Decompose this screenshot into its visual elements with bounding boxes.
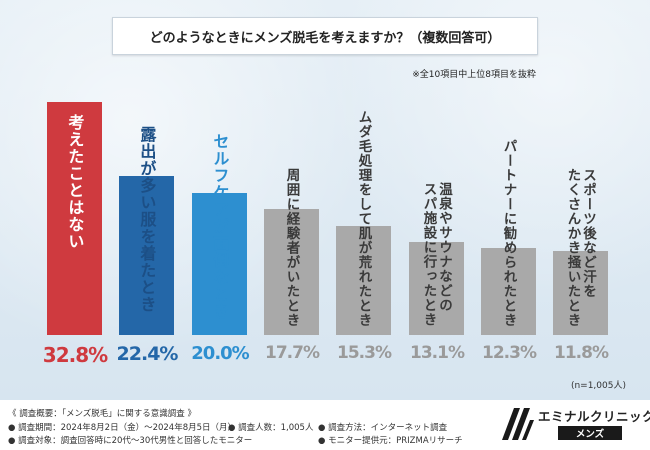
bar bbox=[409, 242, 464, 335]
chart-note: ※全10項目中上位8項目を抜粋 bbox=[412, 70, 536, 80]
survey-period: ● 調査期間：2024年8月2日（金）～2024年8月5日（月） bbox=[8, 423, 237, 433]
value-label: 12.3% bbox=[482, 343, 537, 363]
bar bbox=[553, 251, 608, 335]
bar-label: ムダ毛処理をして肌が荒れたとき bbox=[355, 110, 372, 328]
value-label: 22.4% bbox=[116, 343, 179, 365]
clinic-logo-mark bbox=[502, 408, 534, 440]
bar-label: パートナーに勧められたとき bbox=[500, 139, 517, 328]
bar-label: 温泉やサウナなどの スパ施設に行ったとき bbox=[420, 182, 453, 327]
bar bbox=[47, 102, 102, 335]
clinic-logo: エミナルクリニック メンズ bbox=[500, 404, 650, 446]
value-label: 11.8% bbox=[554, 343, 609, 363]
value-label: 20.0% bbox=[191, 343, 249, 364]
survey-overview: 《 調査概要：「メンズ脱毛」に関する意識調査 》 bbox=[8, 409, 196, 419]
value-label: 15.3% bbox=[337, 343, 392, 363]
bar-label: 露出が多い服を着たとき bbox=[137, 126, 157, 313]
survey-count: ● 調査人数：1,005人 bbox=[228, 423, 314, 433]
bar bbox=[192, 193, 247, 335]
background bbox=[0, 0, 650, 400]
value-label: 17.7% bbox=[265, 343, 320, 363]
bar-label: 周囲に経験者がいたとき bbox=[283, 168, 300, 328]
bar-label: 考えたことはない bbox=[65, 114, 85, 250]
bar-label: セルフケアが面倒なとき bbox=[210, 133, 230, 320]
bar bbox=[481, 248, 536, 335]
value-label: 32.8% bbox=[42, 343, 108, 367]
sample-size-note: (n=1,005人) bbox=[570, 381, 626, 391]
survey-target: ● 調査対象：調査回答時に20代～30代男性と回答したモニター bbox=[8, 436, 253, 446]
bar bbox=[264, 209, 319, 335]
bar bbox=[336, 226, 391, 335]
bar bbox=[119, 176, 174, 335]
survey-provider: ● モニター提供元：PRIZMAリサーチ bbox=[318, 436, 463, 446]
footer: 《 調査概要：「メンズ脱毛」に関する意識調査 》 ● 調査期間：2024年8月2… bbox=[0, 400, 650, 450]
clinic-logo-name: エミナルクリニック bbox=[538, 409, 650, 424]
chart-title-text: どのようなときにメンズ脱毛を考えますか？（複数回答可） bbox=[149, 30, 501, 46]
bar-label: スポーツ後など汗を たくさんかき掻いたとき bbox=[564, 168, 597, 328]
chart-title: どのようなときにメンズ脱毛を考えますか？（複数回答可） bbox=[112, 17, 538, 55]
value-label: 13.1% bbox=[410, 343, 465, 363]
clinic-logo-sub: メンズ bbox=[558, 426, 622, 440]
survey-method: ● 調査方法：インターネット調査 bbox=[318, 423, 448, 433]
